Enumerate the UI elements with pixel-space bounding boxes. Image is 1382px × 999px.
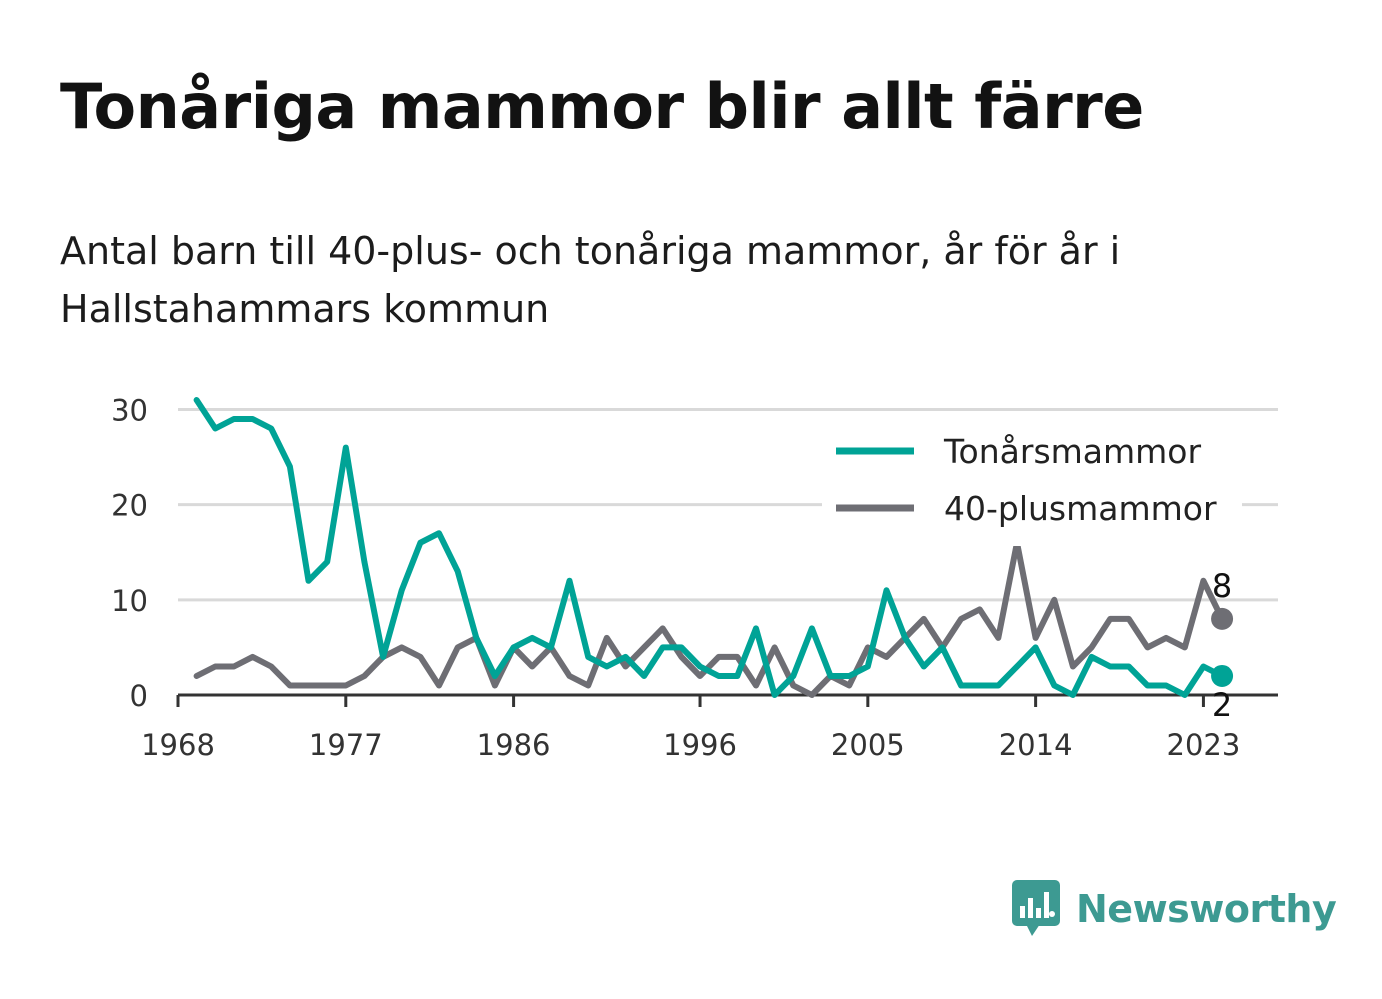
series-line-tonarsmammor [193,397,1226,698]
chart-title: Tonåriga mammor blir allt färre [60,70,1144,143]
end-labels: 82 [1212,567,1232,724]
y-tick-label: 30 [111,394,148,428]
x-tick-label: 1986 [477,728,551,762]
x-tick-label: 2005 [831,728,905,762]
x-tick-label: 2023 [1167,728,1241,762]
x-tick-label: 2014 [999,728,1073,762]
y-tick-label: 0 [130,679,148,713]
end-value-label: 2 [1212,686,1232,724]
brand-name: Newsworthy [1076,887,1337,931]
y-tick-label: 10 [111,584,148,618]
end-value-label: 8 [1212,567,1232,605]
series-lines [193,397,1234,698]
y-tick-label: 20 [111,489,148,523]
x-tick-label: 1968 [141,728,215,762]
x-tick-label: 1977 [309,728,383,762]
legend: Tonårsmammor 40-plusmammor [822,422,1242,546]
newsworthy-logo-icon [1012,880,1060,936]
x-axis: 1968 1977 1986 1996 2005 2014 2023 [141,693,1278,762]
legend-label: Tonårsmammor [943,432,1201,471]
legend-background [822,422,1242,546]
brand-logo: Newsworthy [1010,878,1337,940]
y-axis-ticks: 0 10 20 30 [111,394,148,713]
series-end-marker [1211,664,1234,687]
series-line-40-plusmammor [193,539,1226,698]
legend-label: 40-plusmammor [944,489,1217,528]
chart-subtitle: Antal barn till 40-plus- och tonåriga ma… [60,229,1121,331]
series-end-marker [1211,607,1234,630]
x-tick-label: 1996 [663,728,737,762]
